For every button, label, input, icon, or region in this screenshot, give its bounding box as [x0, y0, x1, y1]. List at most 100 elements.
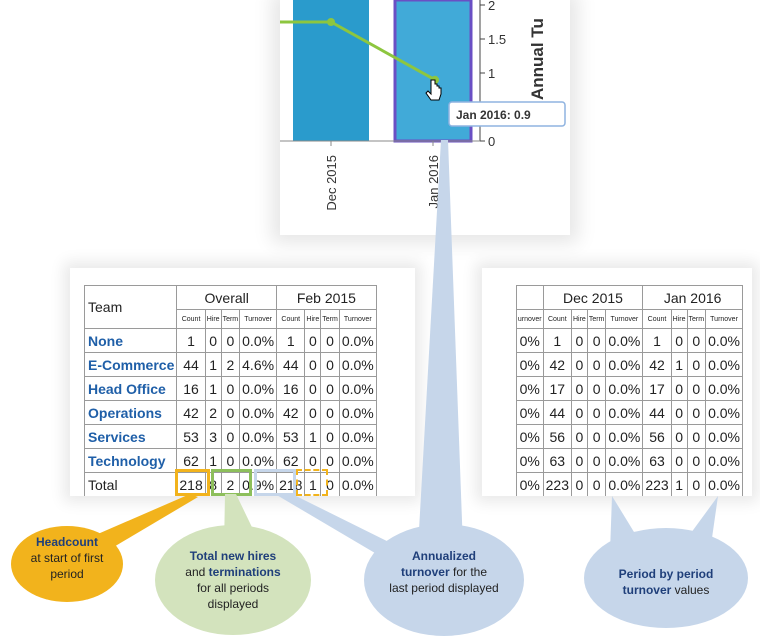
table-cell: 0.0%	[705, 352, 743, 377]
sub-header-count[interactable]: Count	[642, 309, 672, 329]
annualized-callout-turnover: turnover	[400, 565, 450, 579]
table-cell: 0.0%	[705, 400, 743, 425]
table-row: 0% 1 0 0 0.0% 1 0 0 0.0%	[515, 328, 743, 353]
table-cell: 44	[276, 352, 306, 377]
sub-header-term[interactable]: Term	[320, 309, 340, 329]
table-cell: 44	[176, 352, 206, 377]
table-row: Total 218 8 2 0.9% 218 1 0 0.0%	[83, 472, 377, 496]
table-row: 0% 63 0 0 0.0% 63 0 0 0.0%	[515, 448, 743, 473]
group-header-feb-2015[interactable]: Feb 2015	[276, 285, 377, 310]
table-cell: 0	[304, 400, 322, 425]
hand-cursor-icon	[425, 79, 442, 101]
table-cell: 44	[642, 400, 672, 425]
team-name-cell[interactable]: None	[83, 328, 178, 353]
sub-header-term[interactable]: Term	[686, 309, 707, 329]
table-cell: 1	[204, 352, 222, 377]
table-cell: 42	[276, 400, 306, 425]
table-cell: 0.0%	[338, 424, 377, 449]
team-name-cell[interactable]: Services	[83, 424, 178, 449]
table-cell: 0.0%	[705, 424, 743, 449]
table-cell: 0	[570, 448, 588, 473]
hires-callout: Total new hires and terminations for all…	[170, 548, 296, 612]
table-row: 0% 223 0 0 0.0% 223 1 0 0.0%	[515, 472, 743, 496]
table-cell: 0	[670, 400, 688, 425]
sub-header-count[interactable]: Count	[176, 309, 206, 329]
sub-header-count[interactable]: Count	[276, 309, 306, 329]
table-row: 0% 56 0 0 0.0% 56 0 0 0.0%	[515, 424, 743, 449]
highlight-total-turnover	[254, 469, 296, 496]
table-cell: 63	[642, 448, 672, 473]
table-cell: 1	[204, 376, 222, 401]
table-cell: 0	[670, 424, 688, 449]
table-cell: 3	[204, 424, 222, 449]
turnover-pointer	[275, 494, 405, 556]
table-cell: 0%	[515, 376, 544, 401]
periods-table: Dec 2015 Jan 2016 urnover Count Hire Ter…	[515, 285, 743, 496]
table-cell: 0	[670, 328, 688, 353]
annualized-callout-for: for the	[453, 565, 488, 579]
y2-tick-label: 2	[488, 0, 495, 13]
team-name-cell[interactable]: E-Commerce	[83, 352, 178, 377]
table-cell: 0.0%	[239, 424, 278, 449]
hires-callout-text: for all periods displayed	[196, 581, 270, 611]
sub-header-turnover[interactable]: Turnover	[338, 309, 377, 329]
table-cell: 0	[570, 400, 588, 425]
table-row: Operations 42 2 0 0.0% 42 0 0 0.0%	[83, 400, 377, 425]
y2-axis-label: Annual Tu	[528, 18, 547, 100]
sub-header-hire[interactable]: Hire	[204, 309, 222, 329]
team-name-cell[interactable]: Technology	[83, 448, 178, 473]
table-cell: 0	[320, 328, 340, 353]
table-row: 0% 42 0 0 0.0% 42 1 0 0.0%	[515, 352, 743, 377]
table-cell: 0	[670, 448, 688, 473]
team-name-cell: Total	[83, 472, 178, 496]
table-cell: 218	[176, 472, 206, 496]
team-column-header[interactable]: Team	[83, 285, 178, 329]
table-cell: 4.6%	[239, 352, 278, 377]
group-header-jan-2016[interactable]: Jan 2016	[642, 285, 743, 310]
sub-header-turnover-partial[interactable]: urnover	[515, 309, 544, 329]
table-cell: 0.0%	[705, 472, 743, 496]
table-cell: 0	[570, 328, 588, 353]
table-cell: 0.0%	[705, 328, 743, 353]
table-cell: 0.0%	[338, 448, 377, 473]
period-pointer-left	[610, 496, 642, 552]
annualized-callout-title: Annualized	[411, 549, 476, 563]
table-row: Head Office 16 1 0 0.0% 16 0 0 0.0%	[83, 376, 377, 401]
table-cell: 223	[542, 472, 572, 496]
annualized-callout-text: last period displayed	[389, 581, 499, 595]
group-header-overall[interactable]: Overall	[176, 285, 278, 310]
table-cell: 0	[304, 376, 322, 401]
table-cell: 0.0%	[605, 424, 644, 449]
team-name-cell[interactable]: Head Office	[83, 376, 178, 401]
sub-header-hire[interactable]: Hire	[304, 309, 322, 329]
table-cell: 42	[642, 352, 672, 377]
hires-callout-title: Total new hires	[189, 549, 277, 563]
table-cell: 0.0%	[605, 352, 644, 377]
table-cell: 0	[686, 376, 707, 401]
table-cell: 42	[176, 400, 206, 425]
sub-header-term[interactable]: Term	[586, 309, 607, 329]
table-cell: 44	[542, 400, 572, 425]
table-row: 0% 44 0 0 0.0% 44 0 0 0.0%	[515, 400, 743, 425]
x-tick-label: Dec 2015	[324, 155, 339, 211]
table-cell: 0	[586, 376, 607, 401]
table-cell: 0	[570, 472, 588, 496]
sub-header-turnover[interactable]: Turnover	[239, 309, 278, 329]
table-cell: 0	[586, 328, 607, 353]
sub-header-count[interactable]: Count	[542, 309, 572, 329]
team-name-cell[interactable]: Operations	[83, 400, 178, 425]
sub-header-hire[interactable]: Hire	[570, 309, 588, 329]
hires-pointer	[224, 494, 262, 548]
sub-header-term[interactable]: Term	[220, 309, 241, 329]
sub-header-turnover[interactable]: Turnover	[605, 309, 644, 329]
period-pointer-right	[680, 496, 718, 552]
sub-header-turnover[interactable]: Turnover	[705, 309, 743, 329]
sub-header-hire[interactable]: Hire	[670, 309, 688, 329]
table-cell: 0	[570, 376, 588, 401]
table-cell: 1	[670, 472, 688, 496]
group-header-dec-2015[interactable]: Dec 2015	[542, 285, 644, 310]
line-point[interactable]	[327, 18, 335, 26]
table-cell: 0.0%	[605, 448, 644, 473]
hires-callout-and: and	[185, 565, 206, 579]
